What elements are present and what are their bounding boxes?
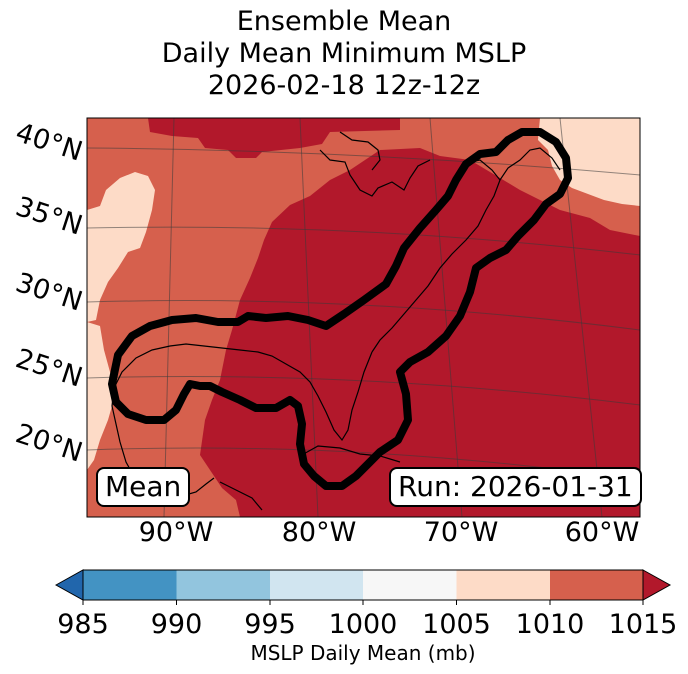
longitude-labels: 90°W 80°W 70°W 60°W [139,517,640,548]
lat-label-30n: 30°N [12,267,86,318]
colorbar-bin-1005-1010 [456,570,550,600]
mslp-contour [108,128,572,490]
mslp-fill-above-1015 [148,118,640,517]
colorbar-bin-985-990 [83,570,177,600]
colorbar-bin-990-995 [176,570,270,600]
colorbar-low-extend [54,569,84,601]
colorbar: 985 990 995 1000 1005 1010 1015 MSLP Dai… [54,569,678,665]
title-line-2: Daily Mean Minimum MSLP [161,38,527,69]
colorbar-bin-1010-1015 [550,570,643,600]
colorbar-tick-995: 995 [244,609,296,640]
colorbar-tick-1015: 1015 [609,609,678,640]
lon-label-60w: 60°W [565,517,640,548]
lat-label-25n: 25°N [12,343,86,394]
lon-label-80w: 80°W [282,517,357,548]
lat-label-20n: 20°N [12,418,86,469]
colorbar-bin-995-1000 [270,570,363,600]
map-panel [87,118,640,517]
title-line-3: 2026-02-18 12z-12z [207,70,481,101]
mslp-fill-1005-1010-north [538,118,640,206]
latitude-labels: 40°N 35°N 30°N 25°N 20°N [12,117,86,469]
lat-label-35n: 35°N [12,191,86,242]
colorbar-high-extend [642,569,672,601]
mean-label-box: Mean [96,467,191,507]
mslp-fill-1005-1010-west [87,172,155,322]
mslp-fill-1005-1010-gulf [87,322,116,470]
colorbar-label: MSLP Daily Mean (mb) [250,641,475,665]
colorbar-tick-1005: 1005 [422,609,491,640]
lon-label-70w: 70°W [424,517,499,548]
colorbar-tick-990: 990 [151,609,203,640]
colorbar-bin-1000-1005 [363,570,457,600]
run-date-box: Run: 2026-01-31 [389,467,642,507]
colorbar-tick-1010: 1010 [516,609,585,640]
lat-label-40n: 40°N [12,117,86,168]
map-frame [86,117,641,518]
colorbar-tick-1000: 1000 [329,609,398,640]
lon-label-90w: 90°W [139,517,214,548]
title-line-1: Ensemble Mean [236,6,452,37]
colorbar-tick-985: 985 [57,609,109,640]
